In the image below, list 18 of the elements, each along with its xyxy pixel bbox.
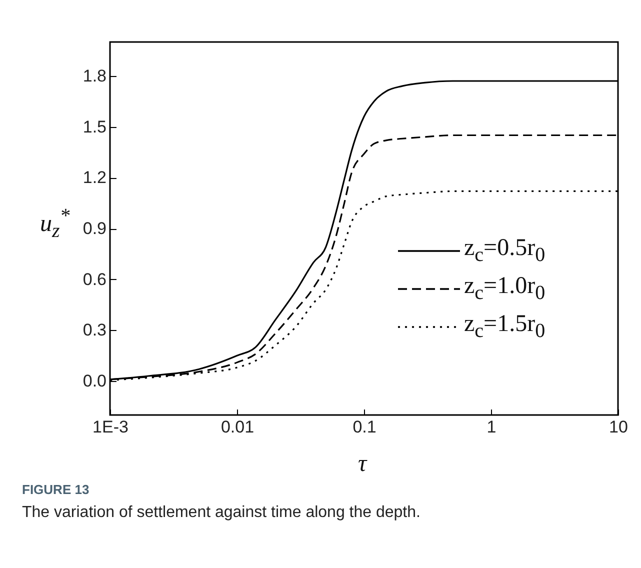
y-tick-label: 0.3 [82, 320, 106, 340]
y-tick-label: 0.0 [82, 372, 106, 391]
legend-label: z$_{c}$=1.5r$_{0}$ [464, 311, 546, 343]
y-tick-label: 1.2 [82, 168, 106, 188]
x-tick-label: 1 [486, 418, 496, 436]
x-axis-title: τ [358, 451, 367, 478]
y-tick-label: 0.6 [82, 270, 106, 289]
x-tick-label: 0.01 [220, 418, 254, 436]
caption: FIGURE 13 [22, 482, 90, 497]
y-tick-label: 1.8 [82, 66, 106, 86]
legend-label: z$_{c}$=1.0r$_{0}$ [464, 273, 546, 305]
x-tick-label: 1E-3 [92, 418, 128, 436]
legend-label: z$_{c}$=0.5r$_{0}$ [464, 235, 546, 267]
y-tick-label: 0.9 [82, 219, 106, 238]
x-tick-label: 10 [609, 418, 628, 436]
text: The variation of settlement against time along the depth. [22, 504, 420, 522]
x-tick-label: 0.1 [352, 418, 376, 436]
y-tick-label: 1.5 [82, 117, 106, 136]
